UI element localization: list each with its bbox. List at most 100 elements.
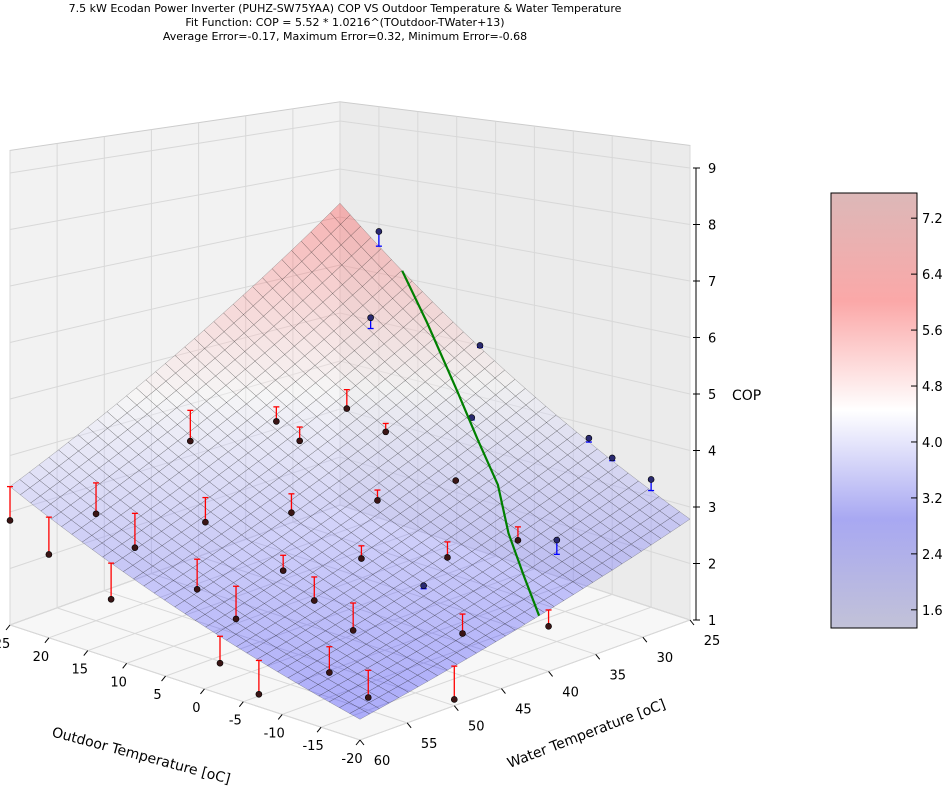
surface-facet	[336, 643, 357, 656]
surface-facet	[386, 650, 408, 664]
surface-facet	[364, 613, 386, 627]
surface-facet	[269, 492, 291, 509]
surface-facet	[528, 490, 550, 506]
surface-facet	[310, 523, 332, 539]
surface-facet	[428, 470, 450, 487]
surface-facet	[161, 524, 182, 540]
surface-facet	[601, 556, 623, 571]
surface-facet	[119, 477, 141, 494]
surface-facet	[100, 506, 122, 523]
surface-facet	[213, 588, 235, 603]
surface-facet	[383, 316, 404, 336]
surface-facet	[264, 362, 286, 381]
surface-facet	[324, 348, 346, 368]
surface-facet	[498, 481, 520, 498]
surface-facet	[265, 635, 287, 649]
surface-facet	[580, 528, 602, 543]
surface-facet	[312, 282, 333, 303]
surface-facet	[472, 571, 494, 586]
surface-facet	[251, 535, 273, 551]
surface-facet	[228, 475, 250, 492]
surface-facet	[137, 430, 159, 448]
surface-facet	[571, 562, 593, 576]
surface-facet	[460, 523, 482, 539]
surface-facet	[394, 620, 416, 634]
surface-facet	[286, 398, 307, 416]
surface-facet	[360, 518, 382, 534]
surface-facet	[344, 350, 366, 369]
y-gridline	[292, 108, 644, 638]
surface-facet	[471, 544, 493, 559]
surface-facet	[110, 499, 132, 516]
surface-facet	[406, 406, 427, 424]
surface-facet	[300, 231, 322, 253]
surface-facet	[388, 468, 410, 485]
surface-facet	[483, 591, 505, 605]
z-tick-label: 5	[708, 388, 716, 403]
surface-facet	[242, 286, 264, 307]
surface-facet	[243, 596, 265, 610]
surface-facet	[186, 391, 207, 410]
surface-facet	[206, 392, 227, 411]
surface-facet	[442, 563, 464, 578]
surface-facet	[295, 629, 317, 643]
surface-facet	[320, 517, 342, 533]
surface-facet	[252, 277, 273, 298]
surface-facet	[329, 495, 351, 512]
surface-facet	[383, 588, 405, 602]
surface-facet	[148, 455, 170, 472]
surface-facet	[423, 589, 445, 603]
x-tick-mark	[161, 675, 166, 682]
surface-facet	[572, 575, 594, 589]
surface-facet	[383, 601, 405, 615]
surface-facet	[452, 570, 474, 585]
surface-facet	[449, 501, 471, 517]
surface-facet	[561, 541, 582, 556]
surface-facet	[224, 359, 246, 378]
surface-facet	[536, 422, 558, 439]
surface-facet	[59, 489, 81, 506]
surface-facet	[141, 537, 163, 553]
surface-facet	[198, 466, 220, 483]
x-tick-label: 5	[153, 688, 161, 703]
data-point	[216, 659, 224, 667]
surface-facet	[306, 399, 327, 418]
surface-facet	[307, 432, 328, 450]
surface-facet	[414, 621, 436, 634]
surface-facet	[249, 491, 271, 508]
surface-facet	[175, 364, 196, 383]
surface-facet	[424, 615, 446, 629]
surface-facet	[397, 445, 419, 463]
surface-facet	[475, 635, 497, 648]
data-point	[45, 551, 53, 558]
surface-facet	[349, 496, 371, 512]
surface-facet	[364, 351, 386, 371]
surface-facet	[379, 490, 401, 507]
surface-facet	[202, 568, 224, 583]
surface-facet	[196, 400, 218, 419]
surface-facet	[203, 321, 225, 341]
surface-facet	[183, 594, 205, 608]
surface-facet	[334, 358, 356, 377]
surface-facet	[413, 582, 434, 597]
surface-facet	[230, 505, 252, 521]
surface-facet	[258, 469, 280, 486]
surface-facet	[443, 321, 464, 341]
surface-facet	[210, 504, 232, 520]
surface-facet	[518, 467, 539, 484]
surface-facet	[530, 533, 552, 548]
surface-facet	[130, 500, 152, 517]
y-tick-mark	[406, 722, 412, 729]
surface-facet	[419, 507, 441, 523]
surface-facet	[252, 563, 274, 578]
surface-facet	[342, 294, 364, 315]
surface-facet	[79, 475, 101, 492]
surface-facet	[260, 514, 282, 530]
surface-facet	[497, 451, 519, 468]
z-tick-label: 9	[708, 162, 716, 177]
surface-facet	[598, 471, 619, 488]
surface-facet	[372, 287, 393, 308]
surface-facet	[453, 331, 475, 351]
surface-facet	[239, 498, 261, 515]
surface-facet	[340, 235, 362, 257]
